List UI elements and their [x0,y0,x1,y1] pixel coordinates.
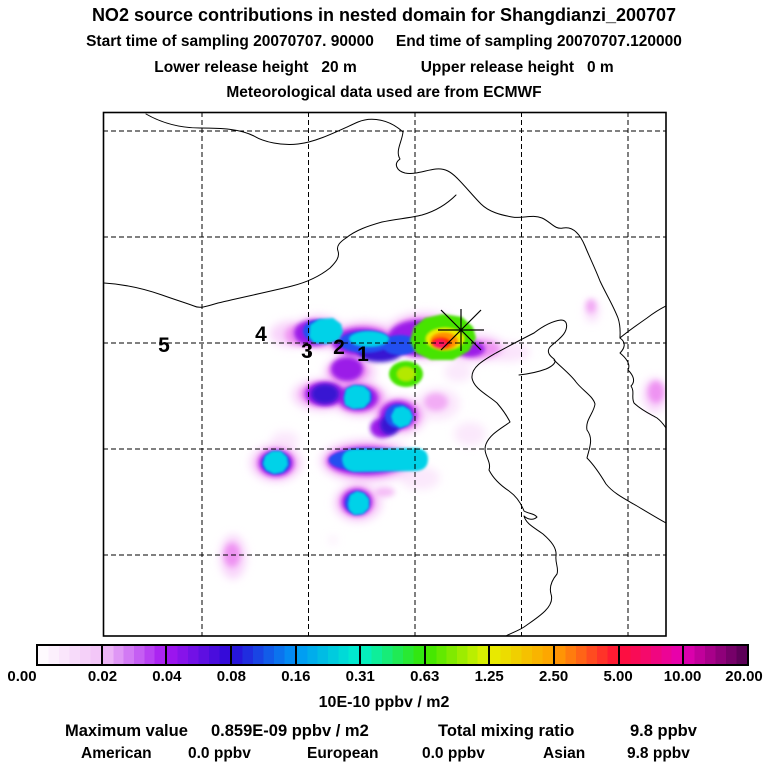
region-american-value: 0.0 ppbv [188,745,251,762]
region-european-value: 0.0 ppbv [422,745,485,762]
coastline-paths [104,113,666,636]
colorbar-segment [359,646,424,664]
plume-hotspot [389,314,476,387]
colorbar-segment [423,646,489,664]
colorbar-tick-label: 10.00 [663,668,702,685]
trajectory-day-markers: 1 2 3 4 5 [158,323,369,366]
receptor-marker [438,309,484,351]
end-time-text: End time of sampling 20070707.120000 [395,33,682,50]
colorbar-tick-label: 1.25 [474,668,504,685]
sampling-time-line: Start time of sampling 20070707. 90000 E… [0,33,768,51]
colorbar-tick-label: 0.00 [7,668,37,685]
colorbar-tick-label: 0.63 [410,668,440,685]
colorbar-segment [294,646,360,664]
colorbar-tick-label: 0.02 [87,668,118,685]
colorbar-tick-label: 0.31 [345,668,375,685]
colorbar-segment [617,646,683,664]
colorbar-unit-text: 10E-10 ppbv / m2 [318,694,450,711]
colorbar-tick-label: 5.00 [603,668,633,685]
colorbar-tick-labels: 0.00 0.02 0.04 0.08 0.16 0.31 0.63 1.25 2.50 5.00… [0,668,768,686]
region-asian-label: Asian [543,745,586,762]
total-mixing-ratio-label: Total mixing ratio [438,722,575,740]
upper-release-text: Upper release height 0 m [420,59,614,76]
maximum-value-label: Maximum value [65,722,188,740]
start-time-text: Start time of sampling 20070707. 90000 [86,33,374,50]
graticule-grid [103,112,666,636]
colorbar-unit-line: 10E-10 ppbv / m2 [0,694,768,712]
trajectory-day-3: 3 [301,340,313,363]
colorbar-segment [553,646,618,664]
trajectory-day-5: 5 [158,334,170,357]
colorbar-segment [682,646,748,664]
met-source-line: Meteorological data used are from ECMWF [0,84,768,102]
colorbar [36,644,749,666]
colorbar-tick-label: 0.16 [281,668,311,685]
colorbar-tick-label: 20.00 [725,668,763,685]
colorbar-segment [100,646,166,664]
trajectory-day-4: 4 [255,323,267,346]
trajectory-day-2: 2 [333,336,345,359]
release-height-line: Lower release height 20 m Upper release … [0,59,768,77]
colorbar-segment [38,646,101,664]
lower-release-text: Lower release height 20 m [154,59,357,76]
region-asian-value: 9.8 ppbv [627,745,690,762]
colorbar-segment [488,646,554,664]
maximum-value: 0.859E-09 ppbv / m2 [211,722,369,740]
page-title: NO2 source contributions in nested domai… [0,5,768,26]
total-mixing-ratio-value: 9.8 ppbv [630,722,697,740]
title-text: NO2 source contributions in nested domai… [91,5,677,25]
colorbar-tick-label: 0.08 [216,668,246,685]
map-frame [102,111,667,637]
colorbar-tick-label: 2.50 [539,668,569,685]
colorbar-segment [229,646,295,664]
met-source-text: Meteorological data used are from ECMWF [226,84,542,101]
region-american-label: American [81,745,152,762]
trajectory-day-1: 1 [357,343,369,366]
colorbar-segment [165,646,230,664]
plume-cyan-layer [263,318,465,515]
region-european-label: European [307,745,379,762]
colorbar-tick-label: 0.04 [152,668,182,685]
